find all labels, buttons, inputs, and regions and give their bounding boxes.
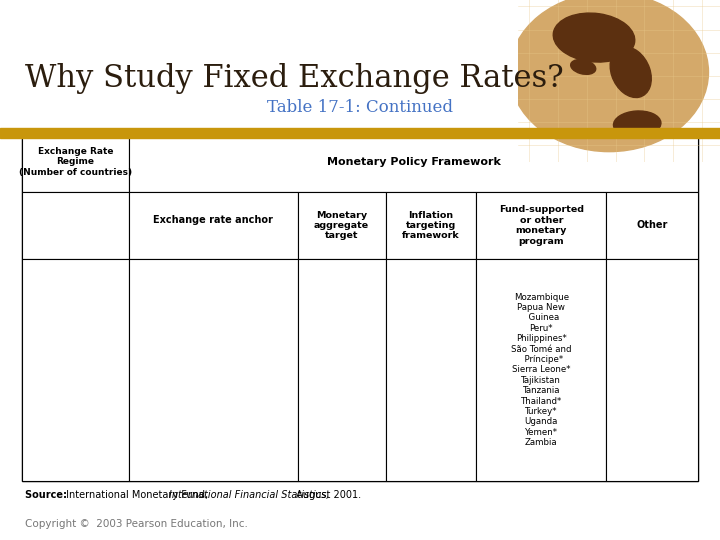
Text: Fund-supported
or other
monetary
program: Fund-supported or other monetary program	[499, 205, 584, 246]
Text: Monetary Policy Framework: Monetary Policy Framework	[327, 157, 500, 167]
Ellipse shape	[571, 59, 595, 75]
Text: Other: Other	[636, 220, 668, 231]
Text: International Monetary Fund,: International Monetary Fund,	[63, 490, 211, 500]
Text: Source:: Source:	[25, 490, 71, 500]
Text: Exchange Rate
Regime
(Number of countries): Exchange Rate Regime (Number of countrie…	[19, 147, 132, 177]
Text: Why Study Fixed Exchange Rates?: Why Study Fixed Exchange Rates?	[25, 63, 564, 94]
Text: Mozambique
Papua New
  Guinea
Peru*
Philippines*
São Tomé and
  Príncipe*
Sierra: Mozambique Papua New Guinea Peru* Philip…	[511, 293, 572, 447]
Ellipse shape	[613, 111, 661, 137]
Text: Exchange rate anchor: Exchange rate anchor	[153, 215, 273, 226]
Ellipse shape	[610, 47, 652, 98]
Text: Table 17-1: Continued: Table 17-1: Continued	[267, 99, 453, 117]
Ellipse shape	[553, 13, 635, 62]
Text: Monetary
aggregate
target: Monetary aggregate target	[314, 211, 369, 240]
Text: Inflation
targeting
framework: Inflation targeting framework	[402, 211, 460, 240]
Circle shape	[510, 0, 708, 152]
Text: August 2001.: August 2001.	[293, 490, 361, 500]
Text: International Financial Statistics,: International Financial Statistics,	[169, 490, 330, 500]
Text: Copyright ©  2003 Pearson Education, Inc.: Copyright © 2003 Pearson Education, Inc.	[25, 519, 248, 529]
